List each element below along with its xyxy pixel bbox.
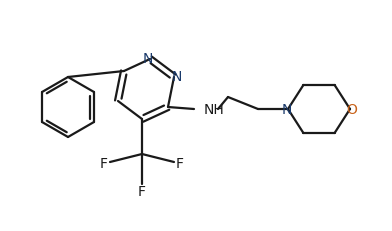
Text: N: N [282, 103, 292, 116]
Text: F: F [138, 184, 146, 198]
Text: NH: NH [204, 103, 225, 116]
Text: O: O [347, 103, 358, 116]
Text: N: N [143, 52, 153, 66]
Text: F: F [100, 156, 108, 170]
Text: F: F [176, 156, 184, 170]
Text: N: N [172, 70, 182, 84]
